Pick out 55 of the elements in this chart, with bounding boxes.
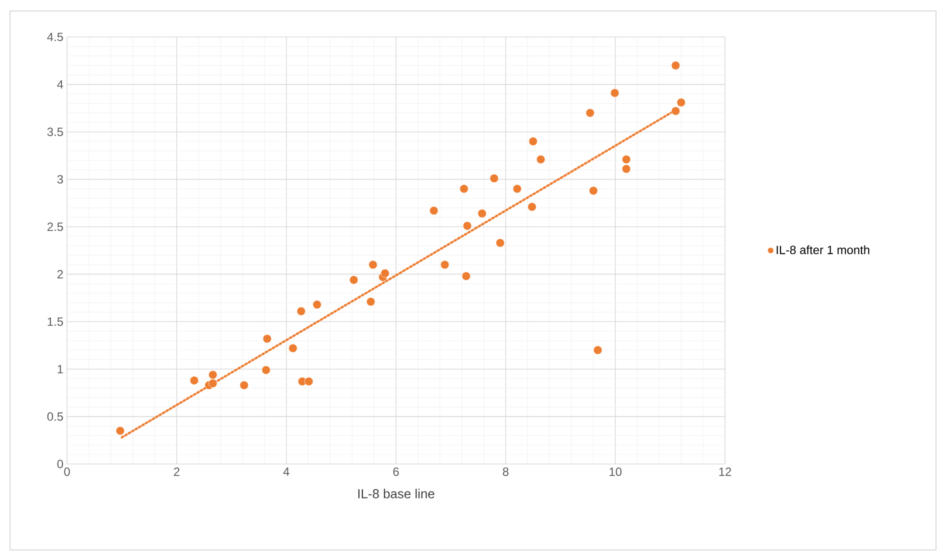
- x-tick-label: 4: [283, 468, 290, 476]
- point: [671, 61, 680, 70]
- point: [622, 155, 631, 164]
- point: [462, 272, 471, 280]
- point: [676, 98, 686, 107]
- x-tick-label: 10: [610, 468, 622, 476]
- point: [589, 186, 598, 196]
- x-tick-label: 2: [174, 468, 180, 476]
- point: [380, 268, 390, 278]
- point: [116, 426, 125, 436]
- point: [622, 164, 631, 174]
- x-tick-label: 6: [393, 468, 399, 476]
- point: [262, 366, 270, 374]
- legend-label: IL-8 after 1 month: [776, 245, 870, 254]
- point: [190, 376, 199, 385]
- point: [528, 202, 536, 212]
- point: [512, 184, 522, 194]
- point: [593, 346, 602, 354]
- point: [496, 238, 505, 248]
- x-axis-title: IL-8 base line: [358, 488, 434, 498]
- point: [478, 209, 486, 218]
- point: [671, 106, 680, 116]
- point: [440, 260, 450, 270]
- y-tick-label: 0.5: [47, 412, 63, 421]
- y-tick-label: 1.5: [48, 317, 63, 326]
- point: [429, 206, 438, 216]
- point: [304, 377, 314, 386]
- x-tick-label: 8: [502, 468, 508, 476]
- y-tick-label: 3: [57, 175, 63, 184]
- point: [366, 297, 376, 306]
- y-tick-label: 0: [57, 460, 64, 468]
- point: [296, 306, 306, 316]
- point: [208, 370, 218, 380]
- point: [240, 380, 249, 390]
- point: [490, 174, 499, 183]
- point: [262, 334, 272, 344]
- point: [610, 88, 620, 98]
- y-tick-label: 4.5: [47, 32, 63, 42]
- point: [586, 108, 595, 118]
- y-tick-label: 4: [57, 80, 64, 89]
- x-tick-label: 0: [64, 468, 70, 476]
- y-tick-label: 2.5: [47, 222, 63, 231]
- y-tick-label: 1: [58, 364, 63, 374]
- point: [312, 300, 322, 309]
- x-tick-label: 12: [719, 468, 732, 476]
- point: [462, 221, 472, 230]
- point: [460, 184, 468, 194]
- point: [528, 136, 538, 146]
- point: [368, 260, 378, 270]
- point: [208, 378, 218, 388]
- y-tick-label: 3.5: [47, 128, 63, 136]
- point: [349, 276, 358, 284]
- point: [288, 344, 298, 353]
- point: [536, 155, 546, 164]
- y-tick-label: 2: [57, 270, 63, 278]
